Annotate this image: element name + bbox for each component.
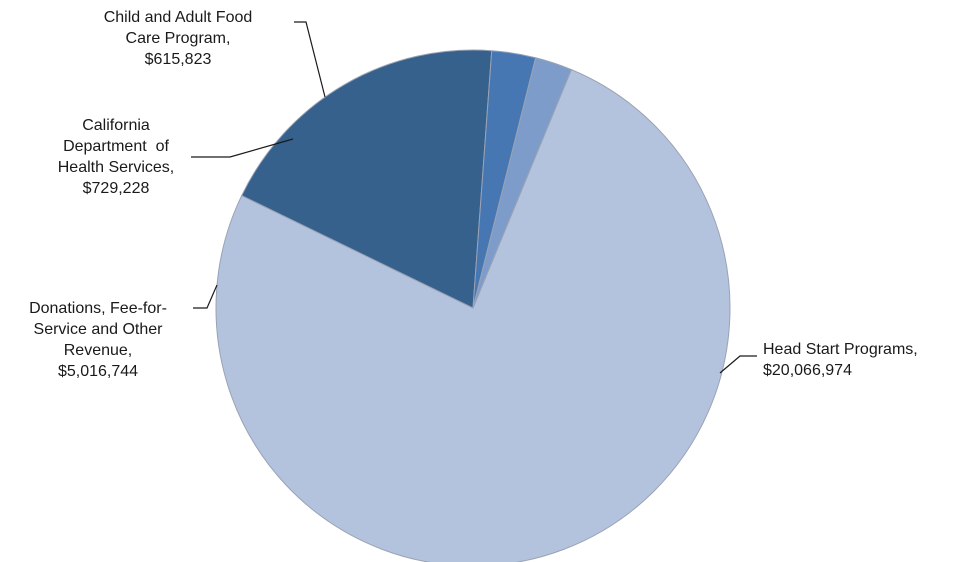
data-label-3: California Department of Health Services, $… bbox=[58, 117, 175, 197]
data-label-line: $20,066,974 bbox=[763, 362, 852, 379]
data-label-line: Department of bbox=[63, 138, 169, 155]
leader-lines bbox=[191, 21, 757, 374]
data-label-line: Donations, Fee-for- bbox=[29, 300, 167, 317]
leader-line-3 bbox=[191, 138, 294, 158]
data-label-line: $615,823 bbox=[145, 51, 212, 68]
data-label-line: $5,016,744 bbox=[58, 363, 138, 380]
data-label-line: $729,228 bbox=[83, 180, 150, 197]
pie-slice-4 bbox=[472, 57, 573, 309]
data-label-line: Child and Adult Food bbox=[104, 9, 253, 26]
data-label-line: Health Services, bbox=[58, 159, 175, 176]
data-label-line: Revenue, bbox=[64, 342, 133, 359]
data-label-line: Service and Other bbox=[34, 321, 164, 338]
pie-slices bbox=[215, 49, 731, 562]
data-labels: Head Start Programs, $20,066,974 Donations… bbox=[29, 9, 918, 380]
leader-line-2 bbox=[193, 284, 218, 309]
pie-slice-2 bbox=[241, 49, 493, 309]
data-label-line: Head Start Programs, bbox=[763, 341, 918, 358]
leader-line-4 bbox=[294, 21, 326, 98]
data-label-2: Donations, Fee-for- Service and Other Reve… bbox=[29, 300, 167, 380]
leader-line-1 bbox=[719, 355, 757, 374]
data-label-1: Head Start Programs, $20,066,974 bbox=[763, 341, 918, 379]
data-label-line: California bbox=[82, 117, 150, 134]
data-label-line: Care Program, bbox=[126, 30, 231, 47]
pie-slice-1 bbox=[215, 68, 731, 562]
data-label-4: Child and Adult Food Care Program, $615,82… bbox=[104, 9, 253, 68]
